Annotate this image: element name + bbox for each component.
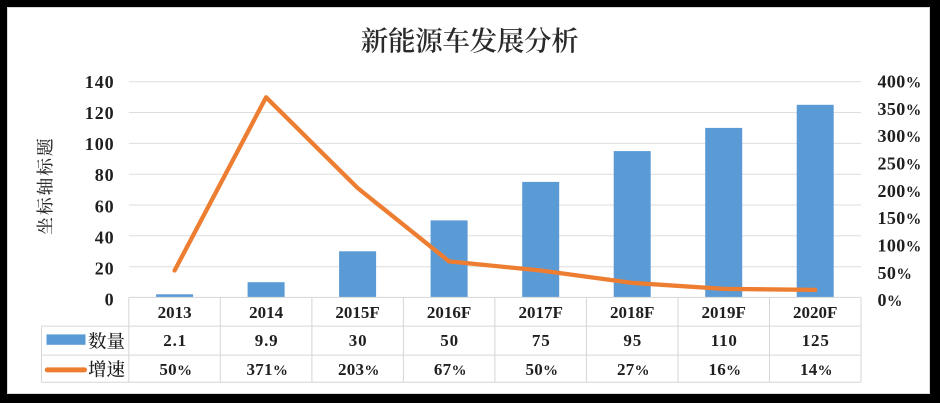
svg-text:75: 75 bbox=[532, 331, 551, 350]
svg-text:2019F: 2019F bbox=[702, 303, 746, 322]
svg-text:30: 30 bbox=[349, 331, 368, 350]
svg-text:2018F: 2018F bbox=[610, 303, 654, 322]
svg-text:300%: 300% bbox=[878, 126, 922, 146]
svg-text:250%: 250% bbox=[878, 154, 922, 174]
svg-text:0: 0 bbox=[105, 290, 115, 310]
svg-text:2017F: 2017F bbox=[519, 303, 563, 322]
svg-text:50%: 50% bbox=[878, 263, 913, 283]
svg-text:60: 60 bbox=[95, 196, 115, 216]
svg-text:27%: 27% bbox=[617, 360, 650, 379]
svg-text:100: 100 bbox=[85, 134, 115, 154]
svg-text:20: 20 bbox=[95, 258, 115, 278]
svg-text:2014: 2014 bbox=[249, 303, 284, 322]
svg-text:0%: 0% bbox=[878, 290, 903, 310]
svg-text:9.9: 9.9 bbox=[255, 331, 279, 350]
svg-text:140: 140 bbox=[85, 72, 115, 92]
svg-text:80: 80 bbox=[95, 165, 115, 185]
svg-text:2.1: 2.1 bbox=[163, 331, 187, 350]
svg-text:50: 50 bbox=[440, 331, 459, 350]
svg-text:110: 110 bbox=[711, 331, 738, 350]
svg-text:2013: 2013 bbox=[158, 303, 192, 322]
svg-text:150%: 150% bbox=[878, 208, 922, 228]
svg-text:67%: 67% bbox=[434, 360, 467, 379]
svg-text:200%: 200% bbox=[878, 181, 922, 201]
svg-text:95: 95 bbox=[623, 331, 642, 350]
svg-text:100%: 100% bbox=[878, 236, 922, 256]
svg-text:2015F: 2015F bbox=[335, 303, 379, 322]
svg-text:120: 120 bbox=[85, 103, 115, 123]
svg-text:371%: 371% bbox=[246, 360, 288, 379]
svg-text:14%: 14% bbox=[800, 360, 833, 379]
svg-text:2016F: 2016F bbox=[427, 303, 471, 322]
svg-text:2020F: 2020F bbox=[793, 303, 837, 322]
svg-text:400%: 400% bbox=[878, 72, 922, 92]
svg-text:16%: 16% bbox=[708, 360, 741, 379]
svg-text:203%: 203% bbox=[338, 360, 380, 379]
svg-text:40: 40 bbox=[95, 227, 115, 247]
svg-text:350%: 350% bbox=[878, 99, 922, 119]
svg-text:50%: 50% bbox=[159, 360, 192, 379]
svg-text:125: 125 bbox=[802, 331, 830, 350]
svg-text:50%: 50% bbox=[525, 360, 558, 379]
